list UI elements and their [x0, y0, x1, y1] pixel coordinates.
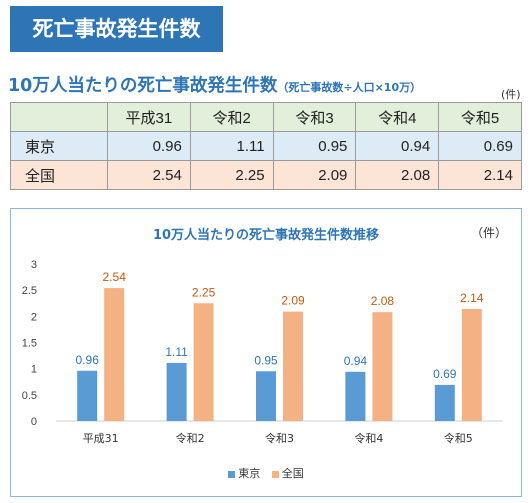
legend-swatch-zenkoku	[271, 470, 279, 478]
y-tick-label: 2.5	[22, 285, 37, 297]
column-header: 令和2	[189, 102, 274, 132]
legend-item-zenkoku: 全国	[271, 465, 304, 481]
table-row-zenkoku: 全国 2.54 2.25 2.09 2.08 2.14	[10, 160, 522, 190]
bar-tokyo	[256, 371, 276, 421]
table-cell: 2.14	[438, 160, 522, 190]
legend-label: 全国	[281, 467, 304, 480]
bar-zenkoku	[193, 303, 214, 421]
x-category-label: 令和2	[176, 431, 205, 445]
data-label: 0.95	[254, 353, 278, 367]
table-unit: (件)	[501, 88, 521, 101]
bar-tokyo	[166, 362, 187, 421]
column-header: 令和5	[438, 102, 522, 132]
table-header-row: 平成31 令和2 令和3 令和4 令和5	[10, 102, 522, 132]
bar-tokyo	[345, 371, 366, 421]
bar-tokyo	[77, 370, 98, 421]
page-banner: 死亡事故発生件数	[10, 6, 223, 52]
data-label: 2.08	[371, 294, 395, 308]
bar-zenkoku	[372, 312, 393, 421]
data-label: 2.09	[281, 294, 305, 308]
data-label: 0.94	[344, 354, 368, 368]
table-heading: 10万人当たりの死亡事故発生件数（死亡事故数÷人口×10万）	[8, 72, 421, 97]
chart-title: 10万人当たりの死亡事故発生件数推移	[152, 228, 380, 243]
row-label: 全国	[10, 160, 108, 190]
table-cell: 2.08	[355, 160, 440, 190]
x-category-label: 平成31	[83, 432, 119, 445]
table-cell: 0.94	[355, 131, 440, 161]
table-cell: 0.96	[107, 131, 191, 161]
x-category-label: 令和3	[265, 431, 294, 445]
bar-chart: 0 0.5 1 1.5 2 2.5 3 0.96 2.54 平成31 1.11 2.25 令和2 0.95…	[22, 259, 503, 445]
data-label: 1.11	[165, 345, 188, 359]
chart-panel: 10万人当たりの死亡事故発生件数推移 （件） 0 0.5 1 1.5 2 2.5 3 0.96…	[10, 208, 522, 497]
column-header: 令和3	[272, 102, 357, 132]
bar-tokyo	[434, 384, 455, 421]
table-title: 10万人当たりの死亡事故発生件数	[8, 76, 278, 96]
table-cell: 2.25	[189, 160, 274, 190]
row-label: 東京	[10, 131, 108, 161]
x-category-label: 令和4	[354, 431, 383, 445]
y-tick-label: 3	[31, 259, 37, 271]
column-header: 平成31	[107, 102, 191, 132]
table-cell: 2.09	[272, 160, 357, 190]
legend-label: 東京	[238, 467, 261, 480]
table-cell: 0.95	[272, 131, 357, 161]
data-label: 2.54	[103, 270, 127, 284]
data-label: 0.69	[433, 367, 457, 381]
bar-zenkoku	[104, 288, 125, 421]
legend-item-tokyo: 東京	[228, 465, 260, 481]
y-tick-label: 1	[31, 364, 37, 376]
y-tick-label: 0.5	[22, 390, 37, 402]
legend-swatch-tokyo	[228, 470, 236, 478]
data-label: 2.14	[460, 291, 484, 305]
table-row-tokyo: 東京 0.96 1.11 0.95 0.94 0.69	[10, 131, 522, 161]
data-table: 平成31 令和2 令和3 令和4 令和5 東京 0.96 1.11 0.95 0…	[10, 102, 522, 190]
bar-zenkoku	[461, 309, 482, 421]
data-label: 2.25	[192, 285, 216, 299]
column-header: 令和4	[355, 102, 440, 132]
table-formula: （死亡事故数÷人口×10万）	[277, 81, 422, 94]
table-corner-cell	[10, 102, 108, 132]
y-tick-label: 0	[31, 416, 37, 428]
bar-zenkoku	[283, 311, 303, 421]
table-cell: 1.11	[189, 131, 274, 161]
x-category-label: 令和5	[444, 431, 473, 445]
chart-unit: （件）	[470, 226, 507, 240]
y-tick-label: 2	[31, 311, 37, 323]
chart-legend: 東京 全国	[11, 465, 521, 481]
table-cell: 2.54	[107, 160, 191, 190]
data-label: 0.96	[76, 353, 100, 367]
y-tick-label: 1.5	[22, 338, 37, 350]
table-cell: 0.69	[438, 131, 522, 161]
